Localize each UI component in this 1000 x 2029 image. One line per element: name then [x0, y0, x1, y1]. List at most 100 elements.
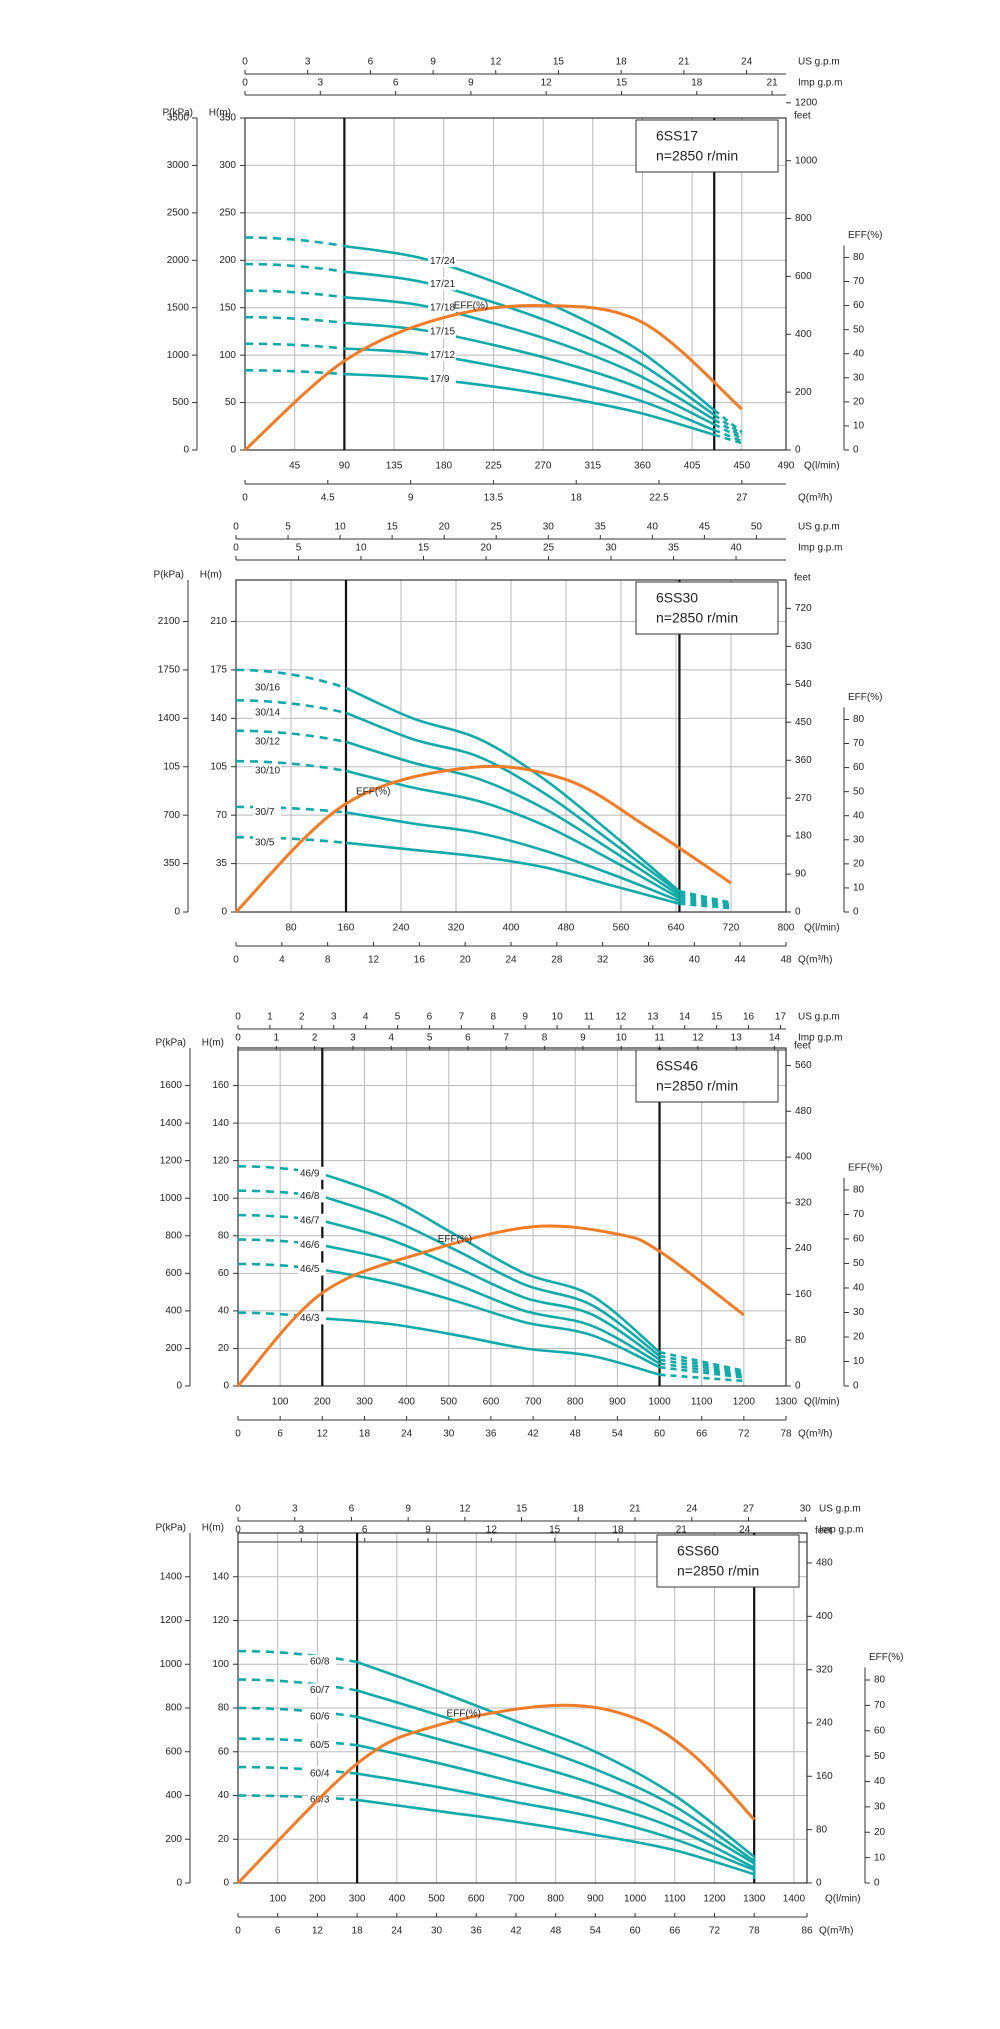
q-m3h-axis-label: Q(m³/h)	[798, 1429, 832, 1440]
tick-label: 10	[616, 1033, 628, 1044]
tick-label: 900	[587, 1894, 604, 1905]
q-m3h-axis-label: Q(m³/h)	[798, 955, 832, 966]
tick-label: 315	[584, 461, 601, 472]
tick-label: 0	[176, 1878, 182, 1889]
curve-dashed-low	[237, 1649, 358, 1664]
efficiency-axis: 0 10 20 30 40 50 60 70 80	[843, 707, 865, 918]
model-speed: n=2850 r/min	[656, 148, 738, 164]
tick-label: 200	[795, 387, 812, 398]
curve-label-bg	[428, 300, 456, 314]
tick-label: 1200	[733, 1397, 756, 1408]
series-46/7: 46/7	[237, 1213, 745, 1376]
tick-label: 40	[874, 1776, 886, 1787]
tick-label: 480	[795, 1106, 812, 1117]
tick-label: 15	[616, 78, 628, 89]
tick-label: 70	[853, 738, 865, 749]
tick-label: 12	[541, 78, 553, 89]
feet-axis: 0 90 180 270 360 450 540 630 720	[786, 603, 812, 918]
tick-label: 800	[795, 213, 812, 224]
tick-label: 1500	[167, 302, 190, 313]
q-m3h-axis: 0 6 12 18 24 30 36 42 48 54 60 66 72 78	[235, 1416, 792, 1440]
pressure-axis: 0 200 400 600 800 1000 1200 1400 1600	[160, 1048, 191, 1392]
tick-label: 225	[485, 461, 502, 472]
q-lmin-axis: 100 200 300 400 500 600 700 800 900 1000 1100 1200 1…	[272, 1397, 798, 1408]
curve-dashed-high	[659, 1358, 745, 1376]
tick-label: 200	[309, 1894, 326, 1905]
tick-label: 10	[355, 543, 367, 554]
tick-label: 5	[395, 1012, 401, 1023]
tick-label: 0	[235, 1504, 241, 1515]
chart-6SS46: 0 1 2 3 4 5 6 7 8 9 10 11 12 13 14 15 16 170 1 2 3 4 5 6 7 8 9 10 11…	[155, 1012, 882, 1440]
tick-label: 150	[219, 302, 236, 313]
tick-label: 640	[668, 923, 685, 934]
tick-label: 20	[480, 543, 492, 554]
tick-label: 800	[547, 1894, 564, 1905]
tick-label: 54	[590, 1926, 602, 1937]
tick-label: 21	[678, 57, 690, 68]
tick-label: 100	[269, 1894, 286, 1905]
series-60/4: 60/4	[237, 1765, 756, 1878]
tick-label: 12	[317, 1429, 329, 1440]
tick-label: 21	[630, 1504, 642, 1515]
curve-dashed-low	[237, 1737, 358, 1747]
tick-label: 27	[743, 1504, 755, 1515]
tick-label: 2	[312, 1033, 318, 1044]
tick-label: 0	[795, 1381, 801, 1392]
efficiency-axis-label: EFF(%)	[848, 692, 882, 703]
tick-label: 60	[853, 300, 865, 311]
tick-label: 18	[612, 1525, 624, 1536]
curve-label: 30/5	[255, 837, 275, 848]
curve-dashed-high	[679, 891, 732, 905]
tick-label: 6	[393, 78, 399, 89]
tick-label: 45	[699, 522, 711, 533]
curve-dashed-low	[237, 1678, 358, 1692]
curve-dashed-high	[679, 896, 732, 908]
tick-label: 1200	[795, 97, 818, 108]
tick-label: 300	[349, 1894, 366, 1905]
curve-solid	[356, 1689, 755, 1863]
tick-label: 600	[165, 1746, 182, 1757]
tick-label: 0	[183, 445, 189, 456]
efficiency-curve-label: EFF(%)	[356, 786, 390, 797]
tick-label: 80	[218, 1703, 230, 1714]
tick-label: 25	[491, 522, 503, 533]
tick-label: 800	[165, 1703, 182, 1714]
tick-label: 360	[634, 461, 651, 472]
tick-label: 0	[176, 1381, 182, 1392]
curve-label-bg	[298, 1311, 326, 1325]
tick-label: 350	[163, 858, 180, 869]
series-46/3: 46/3	[237, 1311, 744, 1383]
curve-label-bg	[428, 348, 456, 362]
tick-label: 0	[233, 955, 239, 966]
tick-label: 320	[816, 1664, 833, 1675]
curve-dashed-high	[713, 423, 743, 440]
feet-axis-label: feet	[794, 1041, 811, 1052]
tick-label: 50	[853, 324, 865, 335]
tick-label: 90	[795, 869, 807, 880]
tick-label: 18	[571, 493, 583, 504]
tick-label: 0	[230, 445, 236, 456]
curve-label-bg	[308, 1766, 336, 1780]
tick-label: 0	[223, 1878, 229, 1889]
tick-label: 15	[553, 57, 565, 68]
curve-solid	[345, 769, 681, 900]
tick-label: 100	[212, 1659, 229, 1670]
tick-label: 0	[242, 493, 248, 504]
tick-label: 60	[853, 1234, 865, 1245]
tick-label: 27	[736, 493, 748, 504]
q-lmin-axis-label: Q(l/min)	[804, 923, 840, 934]
curve-label: 30/10	[255, 766, 280, 777]
tick-label: 180	[435, 461, 452, 472]
curve-dashed-high	[679, 902, 732, 910]
feet-axis-label: feet	[794, 573, 811, 584]
curve-label: 60/7	[310, 1685, 330, 1696]
tick-label: 700	[163, 810, 180, 821]
tick-label: 80	[218, 1230, 230, 1241]
tick-label: 10	[874, 1852, 886, 1863]
curve-dashed-high	[713, 409, 743, 434]
tick-label: 0	[853, 1381, 859, 1392]
series-30/10: 30/10	[235, 759, 732, 908]
curve-label: 60/6	[310, 1711, 330, 1722]
tick-label: 40	[853, 810, 865, 821]
